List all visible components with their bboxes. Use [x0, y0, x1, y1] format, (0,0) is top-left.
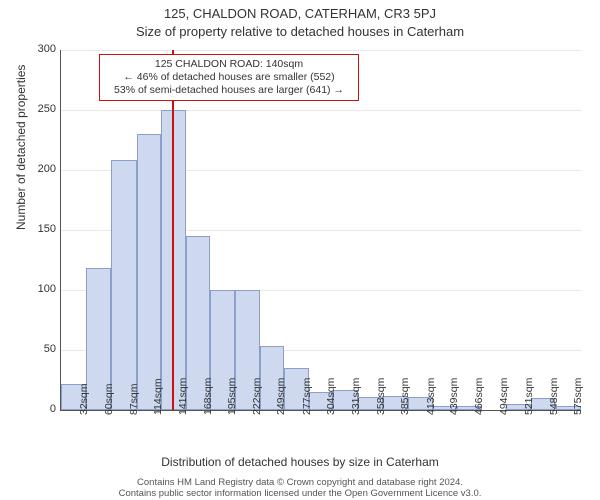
x-tick-label: 548sqm	[548, 378, 560, 415]
x-tick-label: 439sqm	[448, 378, 460, 415]
y-tick-label: 100	[16, 283, 56, 295]
y-tick-label: 50	[16, 343, 56, 355]
x-tick-label: 249sqm	[275, 378, 287, 415]
reference-line	[172, 50, 174, 410]
y-tick-label: 150	[16, 223, 56, 235]
grid-line	[61, 110, 581, 111]
x-tick-label: 32sqm	[78, 383, 90, 415]
x-tick-label: 141sqm	[177, 378, 189, 415]
y-tick-label: 250	[16, 103, 56, 115]
x-tick-label: 60sqm	[103, 383, 115, 415]
legend-line-3: 53% of semi-detached houses are larger (…	[106, 84, 352, 97]
x-tick-label: 521sqm	[523, 378, 535, 415]
x-tick-label: 277sqm	[301, 378, 313, 415]
x-tick-label: 358sqm	[375, 378, 387, 415]
x-tick-label: 114sqm	[152, 378, 164, 415]
y-tick-label: 0	[16, 403, 56, 415]
x-tick-label: 195sqm	[226, 378, 238, 415]
x-tick-label: 494sqm	[498, 378, 510, 415]
x-axis-label: Distribution of detached houses by size …	[0, 455, 600, 469]
x-tick-label: 87sqm	[128, 383, 140, 415]
x-tick-label: 222sqm	[251, 378, 263, 415]
x-tick-label: 168sqm	[202, 378, 214, 415]
footer-attribution: Contains HM Land Registry data © Crown c…	[0, 478, 600, 500]
page-address-title: 125, CHALDON ROAD, CATERHAM, CR3 5PJ	[0, 6, 600, 21]
histogram-bar	[137, 134, 162, 410]
x-tick-label: 575sqm	[572, 378, 584, 415]
grid-line	[61, 50, 581, 51]
footer-line-2: Contains public sector information licen…	[0, 489, 600, 500]
x-tick-label: 385sqm	[399, 378, 411, 415]
page-subtitle: Size of property relative to detached ho…	[0, 24, 600, 39]
y-tick-label: 200	[16, 163, 56, 175]
x-tick-label: 413sqm	[425, 378, 437, 415]
legend-line-1: 125 CHALDON ROAD: 140sqm	[106, 58, 352, 71]
x-tick-label: 304sqm	[325, 378, 337, 415]
histogram-bar	[111, 160, 136, 410]
histogram-plot: 05010015020025030032sqm60sqm87sqm114sqm1…	[60, 50, 581, 411]
y-axis-label: Number of detached properties	[14, 65, 28, 230]
y-tick-label: 300	[16, 43, 56, 55]
x-tick-label: 331sqm	[350, 378, 362, 415]
x-tick-label: 466sqm	[473, 378, 485, 415]
legend-line-2: ← 46% of detached houses are smaller (55…	[106, 71, 352, 84]
reference-legend: 125 CHALDON ROAD: 140sqm ← 46% of detach…	[99, 54, 359, 101]
